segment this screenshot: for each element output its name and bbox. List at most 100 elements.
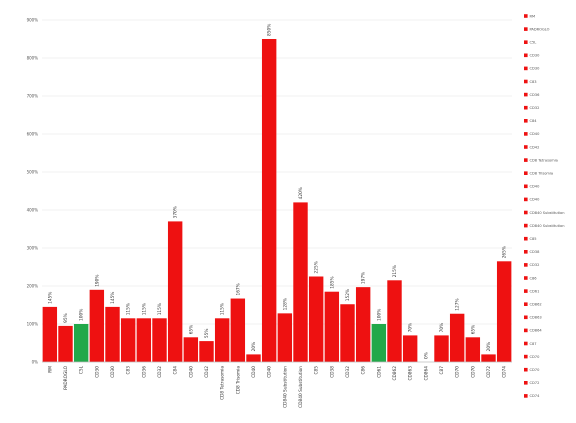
legend-swatch bbox=[524, 354, 528, 359]
legend-swatch bbox=[524, 367, 528, 372]
category-label: CD863 bbox=[408, 366, 414, 381]
bar bbox=[214, 318, 230, 362]
legend-entry: CD8 Trisomia bbox=[530, 172, 554, 176]
category-label: PADROGLO bbox=[63, 365, 69, 390]
category-label: CD72 bbox=[486, 366, 492, 378]
data-label: 185% bbox=[329, 276, 335, 288]
bar bbox=[73, 324, 89, 362]
legend-entry: C84 bbox=[530, 119, 538, 123]
legend-entry: CD862 bbox=[530, 303, 542, 307]
legend-swatch bbox=[524, 105, 528, 110]
legend-swatch bbox=[524, 250, 528, 254]
data-label: 115% bbox=[126, 303, 132, 315]
legend-swatch bbox=[524, 328, 528, 333]
data-label: 70% bbox=[439, 323, 445, 333]
legend-entry: CD70 bbox=[530, 355, 541, 359]
legend-swatch bbox=[524, 14, 528, 18]
bar bbox=[89, 289, 105, 362]
legend-entry: CD72 bbox=[530, 381, 540, 385]
category-label: C83 bbox=[126, 366, 132, 375]
legend-swatch bbox=[524, 302, 528, 306]
category-label: CD38 bbox=[329, 366, 335, 378]
legend-entry: PADROGLO bbox=[530, 27, 550, 31]
legend-swatch bbox=[524, 276, 528, 280]
category-label: C87 bbox=[439, 366, 445, 375]
legend-entry: CD36 bbox=[530, 93, 541, 97]
category-label: CD36 bbox=[141, 366, 147, 378]
category-label: CD8 Trisomia bbox=[235, 366, 241, 395]
data-label: 370% bbox=[173, 206, 179, 218]
category-label: CD40 bbox=[267, 366, 273, 378]
category-label: C85 bbox=[314, 366, 320, 375]
y-axis-ticks: 0% 100% 200% 300% 400% 500% 600% 700% 800% 900% bbox=[27, 18, 39, 365]
legend-swatch bbox=[524, 184, 528, 189]
bar bbox=[402, 335, 418, 362]
legend-swatch bbox=[524, 40, 528, 44]
data-label: 0% bbox=[423, 352, 429, 359]
category-label: CD8 Tetrasomia bbox=[220, 366, 226, 400]
bar bbox=[293, 202, 308, 362]
data-label: 145% bbox=[110, 292, 116, 304]
legend-entry: CD38 bbox=[530, 250, 541, 254]
legend-swatch bbox=[524, 158, 528, 162]
bar bbox=[434, 335, 449, 362]
legend-swatch bbox=[524, 223, 528, 228]
data-label: 215% bbox=[392, 265, 398, 277]
category-label: CD74 bbox=[502, 366, 508, 378]
data-label: 95% bbox=[63, 313, 69, 323]
bar bbox=[136, 318, 152, 362]
category-label: CD32 bbox=[157, 366, 163, 378]
legend-entry: CD30 bbox=[530, 67, 541, 71]
data-label: 115% bbox=[220, 303, 226, 315]
y-tick-label: 100% bbox=[27, 322, 39, 327]
data-label: 197% bbox=[361, 272, 367, 284]
legend-entry: CD42 bbox=[530, 145, 540, 149]
legend-entry: CD32 bbox=[530, 263, 540, 267]
data-label: 128% bbox=[282, 298, 288, 310]
bar bbox=[340, 304, 355, 362]
legend-swatch bbox=[524, 79, 528, 84]
legend: RM PADROGLO C5L CD30 CD30 C83 CD36 CD32 C84 CD40 C… bbox=[524, 14, 564, 398]
bar bbox=[152, 318, 167, 362]
data-label: 55% bbox=[204, 329, 210, 339]
data-label: 100% bbox=[376, 309, 382, 321]
category-label: RM bbox=[47, 366, 53, 373]
data-label: 127% bbox=[455, 298, 461, 310]
legend-entry: CD30 bbox=[530, 54, 541, 58]
data-label: 65% bbox=[188, 325, 194, 335]
bar bbox=[199, 341, 214, 362]
legend-swatch bbox=[524, 171, 528, 175]
category-label: CD61 bbox=[376, 366, 382, 378]
x-axis-category-labels: RM PADROGLO C5L CD30 CD30 C83 CD36 CD32 C84 CD40 C… bbox=[47, 365, 507, 407]
bar bbox=[58, 325, 73, 362]
category-label: CD840 Substitution bbox=[282, 366, 288, 408]
legend-swatch bbox=[524, 289, 528, 293]
y-tick-label: 300% bbox=[27, 246, 39, 251]
y-tick-label: 800% bbox=[27, 56, 39, 61]
bar bbox=[481, 354, 496, 362]
category-label: C86 bbox=[361, 366, 367, 375]
data-label: 100% bbox=[79, 309, 85, 321]
bar bbox=[308, 276, 324, 362]
legend-swatch bbox=[524, 27, 528, 31]
legend-swatch bbox=[524, 315, 528, 320]
y-tick-label: 600% bbox=[27, 132, 39, 137]
legend-entry: CD840 Substitution bbox=[530, 224, 565, 228]
y-tick-label: 0% bbox=[32, 360, 39, 365]
legend-entry: CD840 Substitution bbox=[530, 211, 565, 215]
data-label: 152% bbox=[345, 289, 351, 301]
legend-swatch bbox=[524, 394, 528, 398]
legend-swatch bbox=[524, 132, 528, 136]
legend-entry: CD864 bbox=[530, 329, 543, 333]
legend-entry: C86 bbox=[530, 276, 538, 280]
category-label: CD40 bbox=[188, 366, 194, 378]
bar bbox=[355, 287, 371, 362]
data-label: 420% bbox=[298, 187, 304, 199]
legend-swatch bbox=[524, 119, 528, 123]
category-label: CD862 bbox=[392, 366, 398, 381]
bar bbox=[261, 39, 277, 362]
data-label: 167% bbox=[235, 283, 241, 295]
data-label: 265% bbox=[502, 246, 508, 258]
legend-swatch bbox=[524, 197, 528, 202]
